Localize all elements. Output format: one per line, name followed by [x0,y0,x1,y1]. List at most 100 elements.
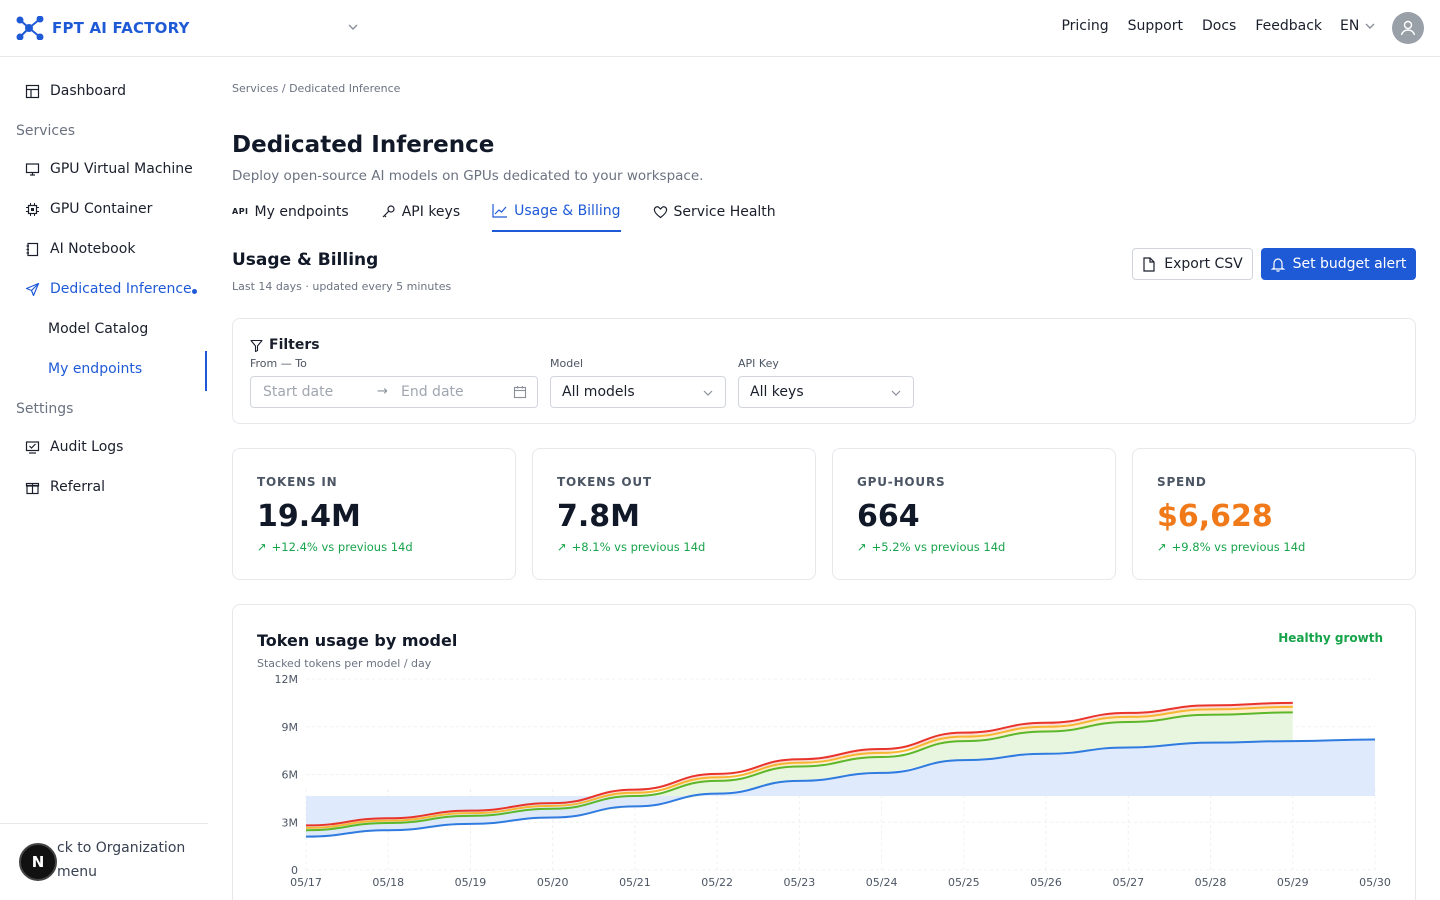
x-tick-label: 05/30 [1359,876,1391,889]
logo-icon [16,16,44,40]
sidebar-item-audit-logs[interactable]: Audit Logs [24,439,123,455]
set-budget-alert-button[interactable]: Set budget alert [1261,248,1416,280]
x-tick-label: 05/23 [784,876,816,889]
tab-label: API keys [401,203,461,220]
nav-pricing[interactable]: Pricing [1061,18,1109,34]
sidebar-item-gpu-container[interactable]: GPU Container [24,201,152,217]
model-select[interactable]: All models [550,376,726,408]
date-range-picker[interactable]: Start date → End date [250,376,538,408]
tab-usage-billing[interactable]: Usage & Billing [492,199,621,232]
kpi-delta-text: +8.1% vs previous 14d [571,540,706,554]
page-title: Dedicated Inference [232,132,495,158]
workspace-chevron-down-icon[interactable] [346,20,360,34]
start-date-input[interactable]: Start date [263,384,334,400]
dashboard-icon [24,83,40,99]
sidebar-item-label: GPU Virtual Machine [50,161,193,177]
x-tick-label: 05/24 [866,876,898,889]
export-csv-button[interactable]: Export CSV [1132,248,1253,280]
tab-api-keys[interactable]: API keys [381,199,460,232]
language-label: EN [1340,18,1360,34]
kpi-delta-text: +9.8% vs previous 14d [1171,540,1306,554]
sidebar-item-label: Audit Logs [50,439,124,455]
sidebar-item-dedicated-inference[interactable]: Dedicated Inference [24,281,197,297]
sidebar-subitem-my-endpoints[interactable]: My endpoints [48,361,143,377]
kpi-value: $6,628 [1157,499,1273,534]
gift-icon [24,479,40,495]
notebook-icon [24,241,40,257]
active-indicator [205,351,207,391]
kpi-label: TOKENS IN [257,475,338,489]
kpi-card-spend: SPEND $6,628 ↗ +9.8% vs previous 14d [1132,448,1416,580]
calendar-icon[interactable] [513,385,527,399]
dev-badge[interactable]: N [19,843,57,881]
tab-bar: API My endpoints API keys Usage & Billin… [232,199,776,232]
chevron-down-icon [891,390,901,396]
sidebar-item-dashboard[interactable]: Dashboard [24,83,126,99]
button-label: Export CSV [1164,256,1243,272]
back-to-organization-link[interactable]: ck to Organization [57,840,186,856]
key-icon [382,205,395,218]
trend-up-icon: ↗ [857,540,867,554]
section-title: Usage & Billing [232,250,379,270]
sidebar-item-ai-notebook[interactable]: AI Notebook [24,241,135,257]
series-line [305,701,1293,827]
sidebar-section-settings: Settings [16,401,74,417]
kpi-delta: ↗ +5.2% vs previous 14d [857,540,1005,554]
date-range-label: From — To [250,357,307,370]
chart-icon [492,204,508,218]
y-tick-label: 0 [291,864,298,877]
brand-logo[interactable]: FPT AI FACTORY [16,16,190,40]
heart-icon [653,205,667,218]
x-tick-label: 05/29 [1277,876,1309,889]
series-line [305,711,1293,832]
kpi-delta: ↗ +9.8% vs previous 14d [1157,540,1305,554]
chevron-down-icon [1365,23,1375,29]
nav-feedback[interactable]: Feedback [1255,18,1322,34]
x-tick-label: 05/19 [455,876,487,889]
x-tick-label: 05/28 [1195,876,1227,889]
sidebar-item-label: AI Notebook [50,241,136,257]
user-icon [1400,20,1416,36]
active-dot-icon [191,288,197,294]
chip-icon [24,201,40,217]
end-date-input[interactable]: End date [401,384,464,400]
x-tick-label: 05/27 [1112,876,1144,889]
trend-up-icon: ↗ [257,540,267,554]
chart-title: Token usage by model [257,631,458,650]
kpi-delta-text: +5.2% vs previous 14d [871,540,1006,554]
sidebar-section-services: Services [16,123,76,139]
filters-label: Filters [269,337,320,353]
tab-service-health[interactable]: Service Health [653,199,776,232]
kpi-value: 664 [857,499,920,534]
token-usage-chart: 0 3M 6M 9M 12M 05/17 05/18 05/19 05/20 05/21 05/22… [275,673,1391,889]
sidebar-item-gpu-virtual-machine[interactable]: GPU Virtual Machine [24,161,193,177]
send-icon [24,281,40,297]
trend-up-icon: ↗ [557,540,567,554]
nav-docs[interactable]: Docs [1201,18,1237,34]
series-area [306,739,1375,837]
sidebar-item-referral[interactable]: Referral [24,479,105,495]
x-tick-label: 05/20 [537,876,569,889]
chart-status-badge: Healthy growth [1278,631,1383,645]
x-tick-label: 05/22 [701,876,733,889]
kpi-card-gpu-hours: GPU-HOURS 664 ↗ +5.2% vs previous 14d [832,448,1116,580]
nav-support[interactable]: Support [1127,18,1183,34]
sidebar-subitem-model-catalog[interactable]: Model Catalog [48,321,149,337]
menu-link[interactable]: menu [57,864,97,880]
user-avatar[interactable] [1392,12,1424,44]
filters-panel: Filters From — To Start date → End date … [232,318,1416,424]
sidebar-item-label: Dashboard [50,83,126,99]
y-tick-label: 3M [282,816,299,829]
x-tick-label: 05/17 [290,876,322,889]
kpi-delta: ↗ +8.1% vs previous 14d [557,540,705,554]
kpi-delta: ↗ +12.4% vs previous 14d [257,540,413,554]
model-select-value: All models [562,384,635,400]
y-tick-label: 9M [282,721,299,734]
bell-icon [1270,257,1285,272]
tab-my-endpoints[interactable]: API My endpoints [232,199,349,232]
api-key-select[interactable]: All keys [738,376,914,408]
tab-label: Usage & Billing [514,202,621,219]
kpi-label: GPU-HOURS [857,475,946,489]
tab-label: Service Health [673,203,776,220]
language-switcher[interactable]: EN [1340,18,1377,34]
